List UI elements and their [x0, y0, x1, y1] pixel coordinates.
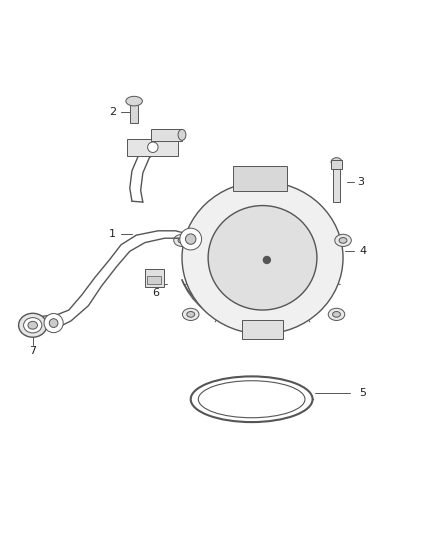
Ellipse shape	[28, 321, 38, 329]
Ellipse shape	[126, 96, 142, 106]
FancyBboxPatch shape	[333, 168, 340, 201]
Circle shape	[44, 313, 63, 333]
FancyBboxPatch shape	[331, 160, 342, 169]
FancyBboxPatch shape	[127, 139, 178, 156]
Ellipse shape	[328, 308, 345, 320]
Circle shape	[148, 142, 158, 152]
Ellipse shape	[183, 308, 199, 320]
FancyBboxPatch shape	[242, 320, 283, 339]
Text: 3: 3	[357, 176, 364, 187]
Ellipse shape	[331, 158, 342, 166]
Ellipse shape	[187, 312, 194, 317]
Circle shape	[263, 256, 270, 263]
Text: 1: 1	[109, 229, 116, 239]
Ellipse shape	[339, 238, 347, 243]
FancyBboxPatch shape	[151, 129, 183, 141]
Ellipse shape	[332, 312, 340, 317]
Text: 4: 4	[359, 246, 366, 256]
FancyBboxPatch shape	[147, 276, 161, 284]
Ellipse shape	[178, 238, 186, 243]
Ellipse shape	[198, 381, 305, 418]
Text: 5: 5	[359, 387, 366, 398]
Ellipse shape	[335, 235, 351, 246]
Ellipse shape	[178, 130, 186, 140]
Text: 6: 6	[152, 288, 159, 297]
Ellipse shape	[174, 235, 190, 246]
Circle shape	[180, 228, 201, 250]
Ellipse shape	[18, 313, 47, 337]
Ellipse shape	[24, 318, 42, 333]
FancyBboxPatch shape	[233, 166, 287, 191]
Text: 2: 2	[109, 107, 116, 117]
FancyBboxPatch shape	[130, 100, 138, 123]
Circle shape	[185, 234, 196, 244]
Circle shape	[49, 319, 58, 327]
FancyBboxPatch shape	[145, 269, 164, 287]
Text: 7: 7	[29, 346, 36, 357]
Ellipse shape	[208, 206, 317, 310]
Ellipse shape	[191, 376, 313, 422]
Ellipse shape	[182, 182, 343, 334]
